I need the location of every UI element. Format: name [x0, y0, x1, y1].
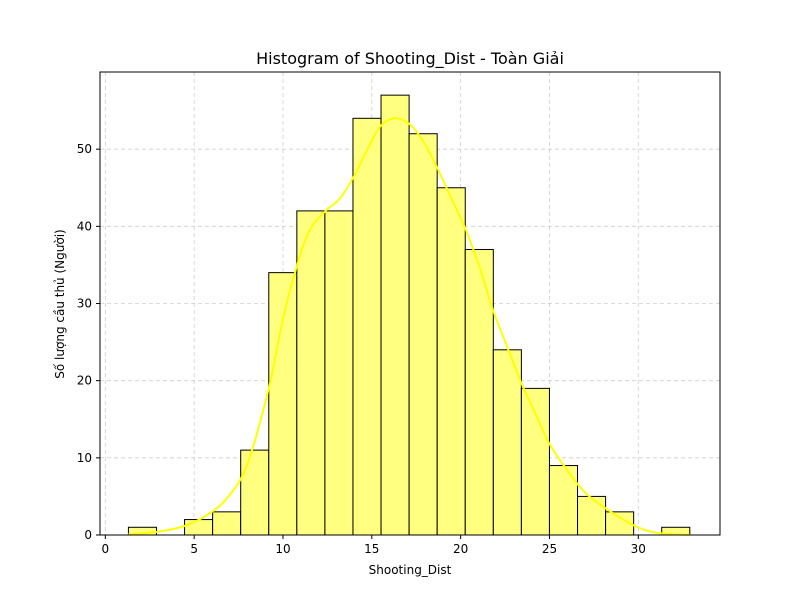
histogram-bar — [436, 187, 466, 536]
histogram-bar — [184, 519, 214, 536]
x-tick-label: 0 — [102, 542, 110, 556]
histogram-bar — [212, 511, 242, 536]
histogram-bar — [240, 449, 270, 536]
histogram-bar — [352, 117, 382, 536]
y-tick-label: 50 — [77, 142, 92, 156]
histogram-bar — [268, 272, 298, 536]
y-tick-label: 30 — [77, 297, 92, 311]
x-tick-label: 15 — [364, 542, 379, 556]
x-tick-label: 25 — [542, 542, 557, 556]
y-tick-label: 20 — [77, 374, 92, 388]
histogram-bar — [408, 133, 438, 536]
x-axis-ticks: 0 5 10 15 20 25 30 — [102, 535, 646, 556]
y-tick-label: 0 — [84, 528, 92, 542]
histogram-bar — [548, 465, 579, 536]
histogram-bars — [127, 94, 691, 536]
histogram-bar — [577, 495, 607, 536]
y-axis-label: Số lượng cầu thủ (Người) — [53, 229, 67, 378]
histogram-bar — [380, 94, 410, 536]
y-tick-label: 40 — [77, 219, 92, 233]
x-tick-label: 20 — [453, 542, 468, 556]
y-tick-label: 10 — [77, 451, 92, 465]
histogram-bar — [324, 210, 354, 536]
x-tick-label: 5 — [190, 542, 198, 556]
x-tick-label: 10 — [275, 542, 290, 556]
x-tick-label: 30 — [631, 542, 646, 556]
y-axis-ticks: 0 10 20 30 40 50 — [77, 142, 100, 542]
kde-curve — [128, 117, 690, 536]
chart-title: Histogram of Shooting_Dist - Toàn Giải — [256, 49, 564, 69]
histogram-bar — [520, 387, 550, 536]
histogram-bar — [464, 248, 494, 536]
histogram-bar — [492, 349, 522, 536]
x-axis-label: Shooting_Dist — [369, 563, 452, 577]
histogram-bar — [296, 210, 326, 536]
